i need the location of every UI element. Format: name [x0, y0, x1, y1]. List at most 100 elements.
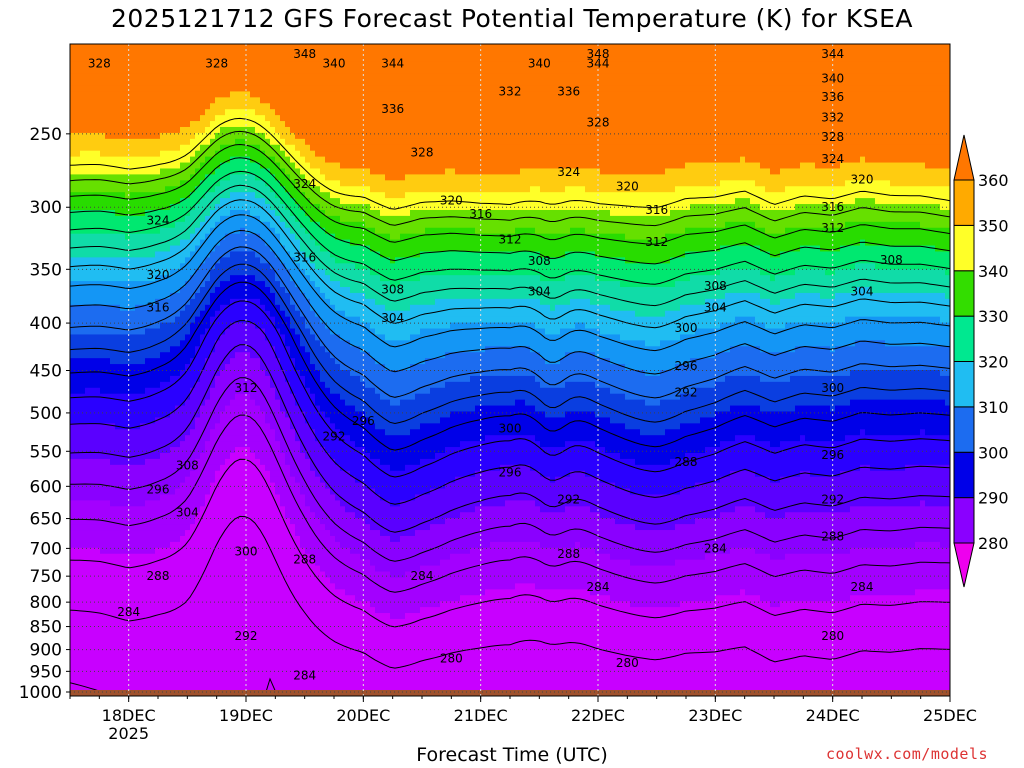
field-cell: [265, 631, 271, 638]
field-cell: [110, 660, 116, 667]
field-cell: [240, 222, 246, 229]
field-cell: [80, 512, 86, 519]
field-cell: [200, 192, 206, 199]
field-cell: [90, 352, 96, 359]
field-cell: [70, 512, 76, 519]
field-cell: [185, 246, 191, 253]
field-cell: [110, 459, 116, 466]
field-cell: [85, 400, 91, 407]
field-cell: [210, 103, 216, 110]
field-cell: [205, 489, 211, 496]
field-cell: [220, 625, 226, 632]
field-cell: [190, 127, 196, 134]
field-cell: [120, 666, 126, 673]
field-cell: [195, 192, 201, 199]
field-cell: [140, 583, 146, 590]
field-cell: [130, 80, 136, 87]
field-cell: [130, 210, 136, 217]
field-cell: [90, 50, 96, 57]
field-cell: [275, 157, 281, 164]
field-cell: [190, 97, 196, 104]
field-cell: [195, 257, 201, 264]
field-cell: [170, 305, 176, 312]
field-cell: [145, 643, 151, 650]
field-cell: [235, 329, 241, 336]
field-cell: [250, 80, 256, 87]
field-cell: [280, 613, 286, 620]
field-cell: [110, 583, 116, 590]
field-cell: [175, 97, 181, 104]
field-cell: [280, 530, 286, 537]
field-cell: [160, 234, 166, 241]
field-cell: [240, 678, 246, 685]
field-cell: [230, 471, 236, 478]
field-cell: [230, 257, 236, 264]
field-cell: [190, 666, 196, 673]
field-cell: [115, 145, 121, 152]
field-cell: [225, 637, 231, 644]
field-cell: [185, 619, 191, 626]
field-cell: [125, 411, 131, 418]
field-cell: [220, 364, 226, 371]
field-cell: [150, 536, 156, 543]
field-cell: [130, 643, 136, 650]
field-cell: [135, 655, 141, 662]
field-cell: [195, 275, 201, 282]
field-cell: [170, 572, 176, 579]
field-cell: [240, 672, 246, 679]
field-cell: [125, 293, 131, 300]
field-cell: [110, 174, 116, 181]
field-cell: [250, 103, 256, 110]
field-cell: [175, 554, 181, 561]
field-cell: [75, 625, 81, 632]
field-cell: [70, 127, 76, 134]
field-cell: [80, 566, 86, 573]
field-cell: [75, 68, 81, 75]
field-cell: [85, 168, 91, 175]
field-cell: [220, 168, 226, 175]
field-cell: [205, 210, 211, 217]
field-cell: [230, 566, 236, 573]
field-cell: [175, 530, 181, 537]
field-cell: [120, 151, 126, 158]
field-cell: [180, 489, 186, 496]
field-cell: [260, 246, 266, 253]
field-cell: [80, 151, 86, 158]
field-cell: [175, 536, 181, 543]
field-cell: [280, 637, 286, 644]
field-cell: [180, 145, 186, 152]
field-cell: [125, 512, 131, 519]
field-cell: [185, 74, 191, 81]
field-cell: [280, 56, 286, 63]
field-cell: [180, 477, 186, 484]
field-cell: [160, 80, 166, 87]
field-cell: [235, 163, 241, 170]
field-cell: [105, 287, 111, 294]
field-cell: [235, 494, 241, 501]
field-cell: [85, 299, 91, 306]
field-cell: [260, 103, 266, 110]
field-cell: [180, 240, 186, 247]
field-cell: [135, 287, 141, 294]
field-cell: [155, 678, 161, 685]
field-cell: [155, 666, 161, 673]
field-cell: [180, 91, 186, 98]
field-cell: [210, 595, 216, 602]
field-cell: [295, 103, 301, 110]
field-cell: [85, 536, 91, 543]
field-cell: [125, 56, 131, 63]
field-cell: [235, 489, 241, 496]
field-cell: [250, 506, 256, 513]
field-cell: [170, 417, 176, 424]
field-cell: [265, 577, 271, 584]
field-cell: [115, 388, 121, 395]
field-cell: [80, 637, 86, 644]
field-cell: [155, 637, 161, 644]
field-cell: [185, 684, 191, 691]
field-cell: [295, 133, 301, 140]
field-cell: [195, 607, 201, 614]
field-cell: [70, 269, 76, 276]
field-cell: [90, 329, 96, 336]
field-cell: [85, 601, 91, 608]
field-cell: [250, 340, 256, 347]
